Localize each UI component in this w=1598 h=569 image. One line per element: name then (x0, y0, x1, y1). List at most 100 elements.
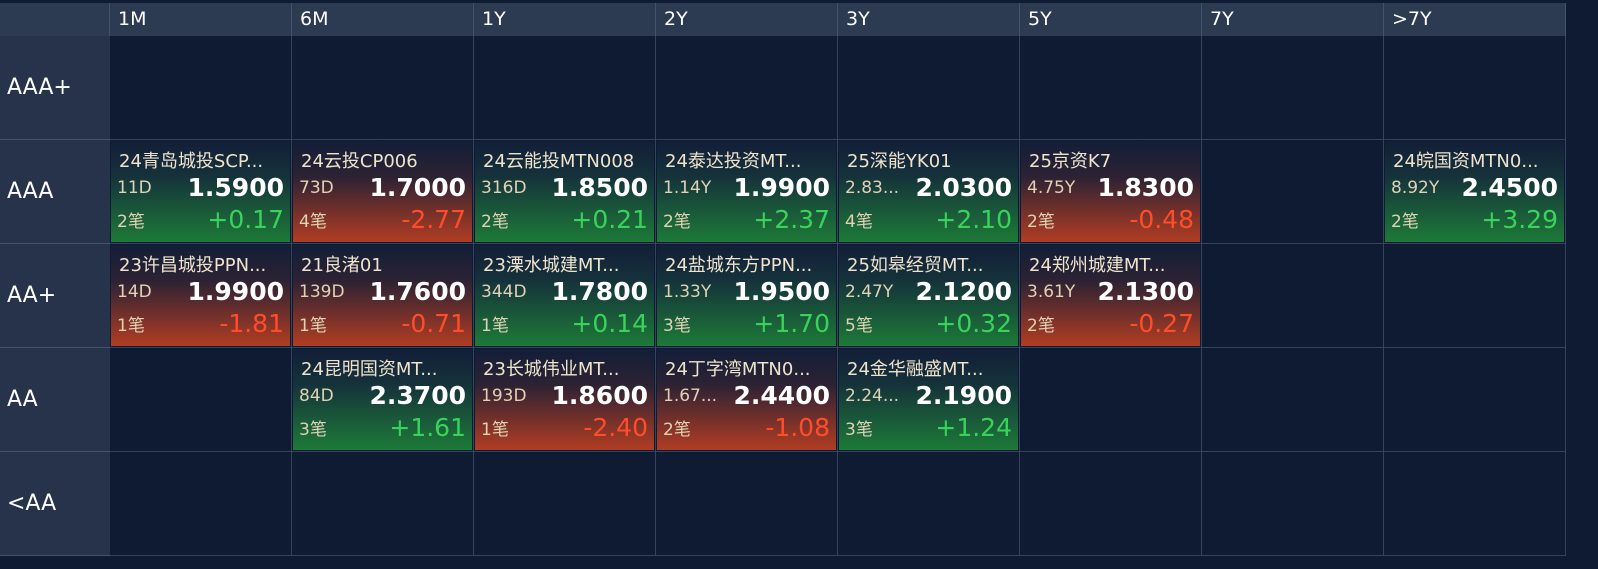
grid-cell (292, 452, 474, 556)
bond-card[interactable]: 21良渚01 139D 1.7600 1笔 -0.71 (293, 245, 472, 346)
grid-cell: 23溧水城建MT... 344D 1.7800 1笔 +0.14 (474, 244, 656, 348)
grid-cell: 24皖国资MTN0... 8.92Y 2.4500 2笔 +3.29 (1384, 140, 1566, 244)
bond-term: 1.67... (663, 386, 718, 406)
grid-cell (474, 452, 656, 556)
grid-cell (1202, 36, 1384, 140)
bond-name: 23溧水城建MT... (483, 255, 620, 276)
bond-name: 24昆明国资MT... (301, 359, 438, 380)
grid-cell: 23长城伟业MT... 193D 1.8600 1笔 -2.40 (474, 348, 656, 452)
bond-card[interactable]: 24盐城东方PPN... 1.33Y 1.9500 3笔 +1.70 (657, 245, 836, 346)
grid-cell (1020, 452, 1202, 556)
grid-cell (1384, 244, 1566, 348)
grid-cell (1202, 452, 1384, 556)
row-label: AAA+ (0, 36, 110, 140)
grid-cell: 24郑州城建MT... 3.61Y 2.1300 2笔 -0.27 (1020, 244, 1202, 348)
bond-card[interactable]: 24郑州城建MT... 3.61Y 2.1300 2笔 -0.27 (1021, 245, 1200, 346)
bond-card[interactable]: 24云投CP006 73D 1.7000 4笔 -2.77 (293, 141, 472, 242)
grid-cell (838, 452, 1020, 556)
column-header: 1Y (474, 3, 656, 36)
bond-yield: 2.3700 (369, 381, 466, 410)
grid-cell: 24丁字湾MTN0... 1.67... 2.4400 2笔 -1.08 (656, 348, 838, 452)
grid-cell: 24昆明国资MT... 84D 2.3700 3笔 +1.61 (292, 348, 474, 452)
bond-yield: 1.9900 (733, 173, 830, 202)
bond-card[interactable]: 24丁字湾MTN0... 1.67... 2.4400 2笔 -1.08 (657, 349, 836, 450)
bond-term: 2.47Y (845, 282, 894, 302)
yield-change: +2.37 (753, 205, 830, 234)
grid-cell: 21良渚01 139D 1.7600 1笔 -0.71 (292, 244, 474, 348)
bond-yield: 2.0300 (915, 173, 1012, 202)
bond-name: 25京资K7 (1029, 151, 1112, 172)
grid-cell (292, 36, 474, 140)
bond-card[interactable]: 25京资K7 4.75Y 1.8300 2笔 -0.48 (1021, 141, 1200, 242)
trade-count: 1笔 (117, 316, 145, 336)
column-header: 1M (110, 3, 292, 36)
bond-term: 1.14Y (663, 178, 712, 198)
bond-card[interactable]: 23许昌城投PPN... 14D 1.9900 1笔 -1.81 (111, 245, 290, 346)
bond-term: 11D (117, 178, 152, 198)
bond-name: 24丁字湾MTN0... (665, 359, 811, 380)
bond-term: 73D (299, 178, 334, 198)
bond-term: 344D (481, 282, 527, 302)
grid-cell (1384, 452, 1566, 556)
yield-change: +0.21 (571, 205, 648, 234)
bond-term: 139D (299, 282, 345, 302)
grid-cell: 24盐城东方PPN... 1.33Y 1.9500 3笔 +1.70 (656, 244, 838, 348)
bond-card[interactable]: 25如皋经贸MT... 2.47Y 2.1200 5笔 +0.32 (839, 245, 1018, 346)
yield-change: -0.71 (401, 309, 466, 338)
bond-yield: 1.8300 (1097, 173, 1194, 202)
bond-card[interactable]: 24昆明国资MT... 84D 2.3700 3笔 +1.61 (293, 349, 472, 450)
bond-yield: 2.1200 (915, 277, 1012, 306)
bond-card[interactable]: 24云能投MTN008 316D 1.8500 2笔 +0.21 (475, 141, 654, 242)
grid-cell (656, 452, 838, 556)
bond-name: 21良渚01 (301, 255, 383, 276)
trade-count: 2笔 (481, 212, 509, 232)
grid-cell: 23许昌城投PPN... 14D 1.9900 1笔 -1.81 (110, 244, 292, 348)
bond-card[interactable]: 25深能YK01 2.83... 2.0300 4笔 +2.10 (839, 141, 1018, 242)
bond-card[interactable]: 24金华融盛MT... 2.24... 2.1900 3笔 +1.24 (839, 349, 1018, 450)
grid-cell: 25深能YK01 2.83... 2.0300 4笔 +2.10 (838, 140, 1020, 244)
yield-change: +1.61 (389, 413, 466, 442)
grid-cell: 25如皋经贸MT... 2.47Y 2.1200 5笔 +0.32 (838, 244, 1020, 348)
bond-yield: 2.1900 (915, 381, 1012, 410)
bond-yield: 2.1300 (1097, 277, 1194, 306)
bond-name: 24郑州城建MT... (1029, 255, 1166, 276)
bond-yield: 1.7000 (369, 173, 466, 202)
bond-card[interactable]: 23长城伟业MT... 193D 1.8600 1笔 -2.40 (475, 349, 654, 450)
bond-term: 1.33Y (663, 282, 712, 302)
trade-count: 1笔 (481, 420, 509, 440)
grid-cell (110, 348, 292, 452)
grid-cell (474, 36, 656, 140)
grid-cell (1020, 36, 1202, 140)
bond-yield: 1.7800 (551, 277, 648, 306)
bond-card[interactable]: 24青岛城投SCP... 11D 1.5900 2笔 +0.17 (111, 141, 290, 242)
trade-count: 3笔 (299, 420, 327, 440)
header-corner (0, 3, 110, 36)
yield-change: -0.48 (1129, 205, 1194, 234)
trade-count: 3笔 (663, 316, 691, 336)
yield-change: +1.70 (753, 309, 830, 338)
bond-term: 193D (481, 386, 527, 406)
bond-name: 24云能投MTN008 (483, 151, 635, 172)
bond-yield: 2.4400 (733, 381, 830, 410)
grid-cell (1384, 36, 1566, 140)
bond-term: 84D (299, 386, 334, 406)
yield-change: -1.81 (219, 309, 284, 338)
bond-card[interactable]: 23溧水城建MT... 344D 1.7800 1笔 +0.14 (475, 245, 654, 346)
bond-card[interactable]: 24皖国资MTN0... 8.92Y 2.4500 2笔 +3.29 (1385, 141, 1564, 242)
grid-cell (110, 452, 292, 556)
bond-yield: 1.9900 (187, 277, 284, 306)
trade-count: 2笔 (1027, 212, 1055, 232)
column-header: >7Y (1384, 3, 1566, 36)
bond-yield: 1.8500 (551, 173, 648, 202)
bond-yield: 1.7600 (369, 277, 466, 306)
bond-yield: 1.8600 (551, 381, 648, 410)
bond-name: 24皖国资MTN0... (1393, 151, 1539, 172)
row-label: AA (0, 348, 110, 452)
yield-change: -0.27 (1129, 309, 1194, 338)
bond-name: 23长城伟业MT... (483, 359, 620, 380)
trade-count: 3笔 (845, 420, 873, 440)
bond-card[interactable]: 24泰达投资MT... 1.14Y 1.9900 2笔 +2.37 (657, 141, 836, 242)
trade-count: 4笔 (299, 212, 327, 232)
bond-term: 2.24... (845, 386, 900, 406)
grid-cell: 24金华融盛MT... 2.24... 2.1900 3笔 +1.24 (838, 348, 1020, 452)
